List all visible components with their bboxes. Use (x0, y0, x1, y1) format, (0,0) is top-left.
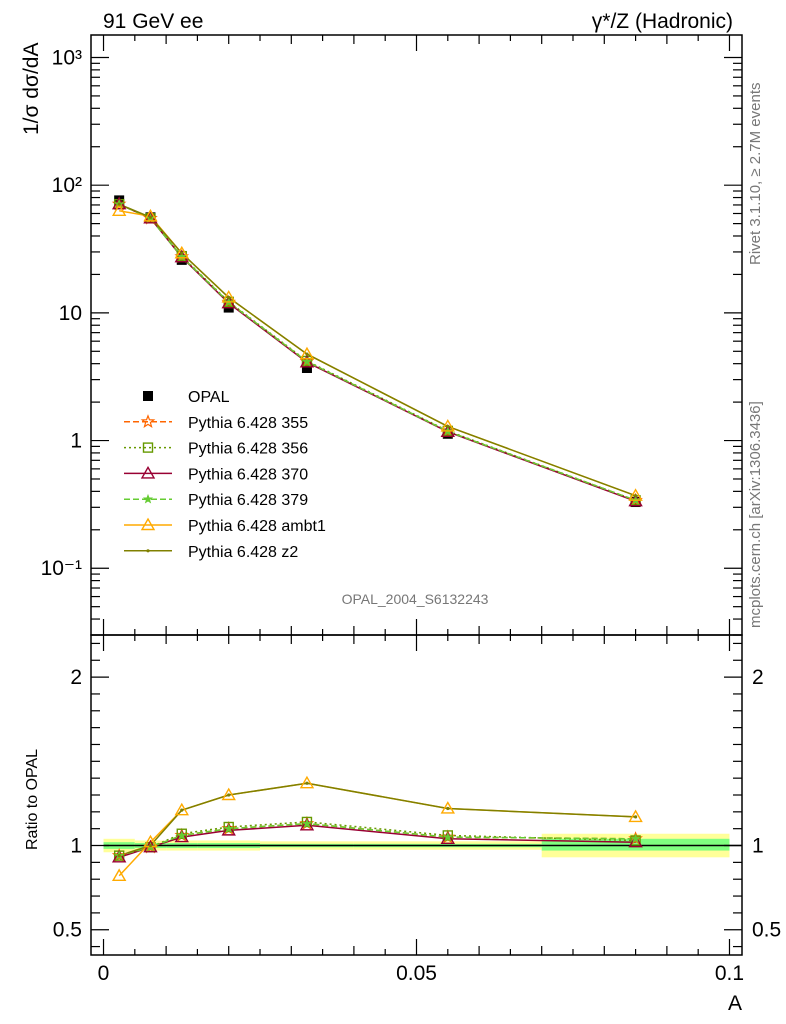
ratio-point-p379-4 (301, 818, 313, 828)
main-point-z2-2 (180, 251, 184, 255)
x-tick-label-1: 0.05 (396, 962, 437, 985)
main-point-z2-4 (305, 352, 309, 356)
ratio-point-p379-6 (630, 833, 641, 844)
ratio-point-p370-4 (299, 817, 315, 831)
x-tick-label-0: 0 (98, 962, 110, 985)
ratio-point-p370-0 (111, 849, 127, 863)
header-right: γ*/Z (Hadronic) (592, 10, 733, 33)
ratio-y-tick-label-right-1: 1 (752, 835, 764, 858)
main-point-z2-0 (117, 202, 121, 206)
main-y-tick-label-1: 1 (70, 430, 82, 453)
ratio-series-group (111, 775, 643, 882)
x-tick-label-2: 0.1 (715, 962, 744, 985)
main-point-z2-1 (148, 215, 153, 219)
ratio-point-p370-6 (628, 834, 643, 848)
main-point-z2-6 (633, 494, 638, 498)
main-y-tick-label-0: 10⁻¹ (41, 557, 82, 580)
ratio-point-ambt1-2 (174, 802, 189, 816)
legend-marker-p356 (142, 442, 154, 453)
ratio-plot-frame (90, 634, 743, 956)
main-point-ambt1-0 (111, 203, 127, 216)
x-axis-label: A (728, 992, 742, 1015)
ratio-y-tick-label-2: 2 (70, 666, 82, 689)
main-y-tick-label-3: 10² (52, 174, 82, 197)
ratio-point-p356-2 (176, 828, 187, 839)
legend-label-p379: Pythia 6.428 379 (188, 492, 308, 509)
main-point-ambt1-3 (221, 290, 236, 303)
main-point-z2-5 (446, 424, 450, 429)
ratio-point-z2-3 (227, 793, 231, 797)
ratio-y-tick-label-0: 0.5 (53, 919, 82, 942)
legend-label-p356: Pythia 6.428 356 (188, 441, 308, 458)
ratio-point-ambt1-3 (221, 787, 236, 801)
ratio-point-ambt1-5 (440, 801, 456, 814)
ratio-point-p370-5 (440, 831, 456, 844)
main-point-ambt1-4 (299, 346, 315, 360)
ratio-point-z2-5 (446, 806, 450, 811)
ratio-point-ambt1-4 (299, 775, 315, 789)
ratio-point-z2-6 (633, 815, 638, 819)
legend-marker-z2 (146, 549, 150, 553)
rivet-label: Rivet 3.1.10, ≥ 2.7M events (747, 83, 764, 266)
legend-marker-p370 (140, 465, 156, 479)
ratio-point-z2-4 (305, 781, 309, 785)
ratio-point-p370-2 (174, 829, 189, 843)
axis-ticks (91, 35, 742, 955)
legend-marker-p379 (142, 493, 154, 504)
ratio-point-z2-2 (180, 808, 184, 812)
source-label: mcplots.cern.ch [arXiv:1306.3436] (747, 401, 764, 628)
legend-label-z2: Pythia 6.428 z2 (188, 544, 298, 561)
legend-label-p370: Pythia 6.428 370 (188, 466, 308, 483)
legend-marker-p355 (140, 414, 156, 429)
ratio-point-z2-0 (117, 854, 121, 858)
ratio-point-ambt1-0 (111, 868, 127, 882)
ratio-y-tick-label-1: 1 (70, 835, 82, 858)
main-series-group (111, 195, 643, 508)
main-point-ambt1-2 (174, 245, 189, 259)
ratio-point-z2-1 (148, 843, 153, 848)
main-ylabel: 1/σ dσ/dA (20, 43, 43, 135)
ratio-point-p379-2 (176, 830, 187, 840)
ratio-point-ambt1-6 (628, 809, 643, 823)
main-point-ambt1-6 (628, 488, 643, 501)
main-y-tick-label-2: 10 (59, 302, 82, 325)
axis-tick-labels: 0 0.05 0.1 10⁻¹ 1 10 10² 10³ 0.5 0.5 1 1 2 2 (41, 46, 782, 985)
legend-label-ambt1: Pythia 6.428 ambt1 (188, 518, 326, 535)
main-y-tick-label-4: 10³ (52, 46, 82, 69)
ratio-line-ambt1 (118, 782, 636, 877)
legend-marker-opal (143, 391, 153, 401)
legend-label-opal: OPAL (188, 389, 230, 406)
legend-label-p355: Pythia 6.428 355 (188, 415, 308, 432)
main-point-p379-4 (301, 356, 313, 366)
main-point-ambt1-1 (143, 208, 158, 222)
legend: OPAL Pythia 6.428 355 Pythia 6.428 356 Pyth… (124, 389, 326, 561)
ratio-y-tick-label-right-2: 2 (752, 666, 764, 689)
header-left: 91 GeV ee (103, 10, 203, 33)
main-point-ambt1-5 (440, 419, 456, 432)
ratio-point-p356-4 (301, 816, 313, 828)
ratio-ylabel: Ratio to OPAL (24, 749, 41, 850)
main-point-z2-3 (227, 295, 231, 300)
ratio-point-p379-3 (223, 823, 234, 834)
ratio-point-p370-3 (221, 822, 236, 836)
legend-marker-ambt1 (140, 517, 156, 531)
analysis-annotation: OPAL_2004_S6132243 (342, 591, 489, 607)
ratio-y-tick-label-right-0: 0.5 (752, 919, 781, 942)
main-point-opal-4 (301, 362, 312, 373)
ratio-point-p379-5 (442, 831, 453, 842)
main-point-p379-2 (176, 251, 187, 262)
